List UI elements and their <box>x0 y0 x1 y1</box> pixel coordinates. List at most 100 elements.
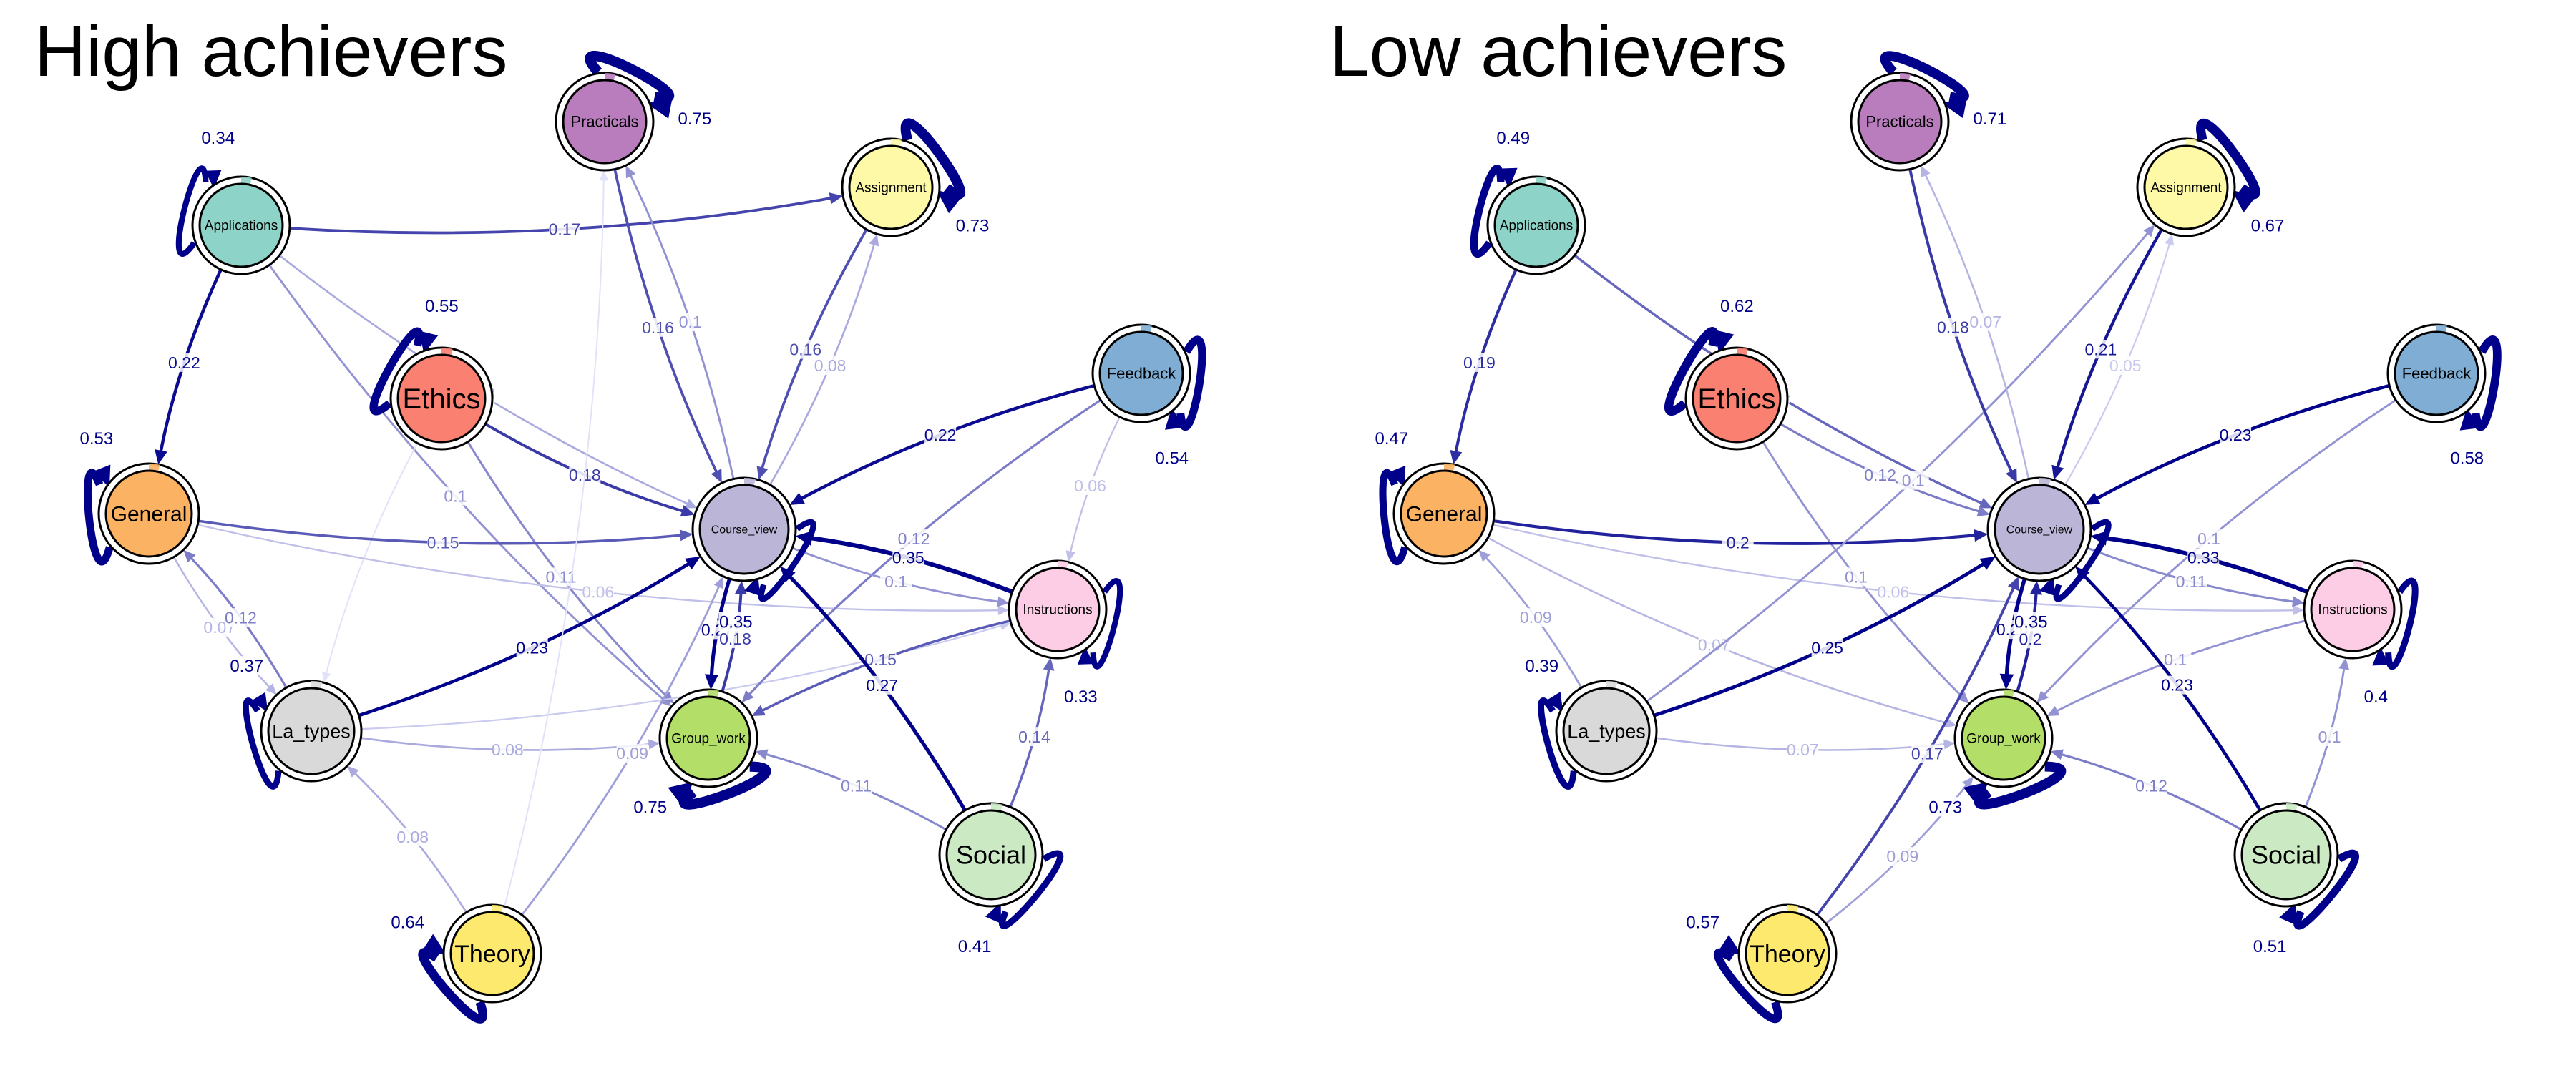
self-loop-arrow-Feedback <box>2459 407 2479 431</box>
edge-arrow-Applications-Assignment <box>829 192 844 205</box>
self-loop-La_types <box>243 697 282 790</box>
self-loop-label-General: 0.47 <box>1375 429 1409 449</box>
node-label-Assignment: Assignment <box>855 181 927 196</box>
node-circle-Ethics <box>396 353 487 444</box>
edge-label-background <box>2220 426 2252 445</box>
edge-arrow-La_types-Course_view <box>1979 556 1996 570</box>
edge-arrow-La_types-General <box>183 549 196 563</box>
self-loop-Ethics <box>369 327 424 416</box>
self-loop-label-background <box>1374 428 1409 448</box>
edge-label-background <box>1520 608 1552 627</box>
edge-label-background <box>1018 727 1050 747</box>
self-loop-arrow-La_types <box>1546 692 1563 712</box>
high-achievers-network: 0.170.220.080.10.180.110.150.070.060.120… <box>79 50 1206 1024</box>
edge-arrow-La_types-General <box>1478 549 1491 562</box>
node-circle-Feedback <box>2394 330 2479 416</box>
self-loop-label-background <box>1496 128 1531 148</box>
edge-arrow-Theory-Course_view <box>713 576 724 589</box>
self-loop-label-background <box>2358 686 2394 706</box>
self-loop-label-background <box>2250 215 2285 235</box>
edge-arrow-Social-Instructions <box>2338 657 2350 670</box>
node-label-La_types: La_types <box>1567 721 1646 743</box>
edge-arrow-Applications-Course_view <box>1979 497 1993 509</box>
edge-arrow-Course_view-Practicals <box>1921 165 1931 178</box>
edge-label-Social-Instructions: 0.1 <box>2318 727 2341 746</box>
node-circle-Instructions <box>1015 567 1101 652</box>
self-loop-Group_work <box>1974 761 2067 810</box>
self-loop-label-Applications: 0.49 <box>1496 129 1530 148</box>
edge-label-background <box>880 572 912 591</box>
node-Assignment: 0.67 Assignment <box>2136 118 2285 237</box>
edge-label-background <box>2175 572 2207 591</box>
node-La_types: 0.39 La_types <box>1524 656 1658 790</box>
edge-label-background <box>1463 353 1496 372</box>
self-loop-label-Theory: 0.64 <box>391 913 424 933</box>
edge-arrow-Ethics-Group_work <box>1957 692 1969 704</box>
self-loop-Course_view <box>2053 519 2112 602</box>
edge-label-Course_view-Practicals: 0.1 <box>679 313 702 331</box>
edge-label-background <box>719 629 751 649</box>
edge-label-background <box>549 220 580 239</box>
edge-label-Social-Instructions: 0.14 <box>1018 727 1050 746</box>
node-label-General: General <box>1406 503 1483 526</box>
node-circle-Course_view <box>1994 484 2085 575</box>
self-loop-label-background <box>1685 912 1720 932</box>
edge-label-Social-Course_view: 0.27 <box>866 676 898 695</box>
node-label-Assignment: Assignment <box>2150 181 2222 196</box>
edge-label-background <box>1722 533 1754 552</box>
self-loop-arrow-Instructions <box>1077 646 1094 665</box>
self-loop-label-Theory: 0.57 <box>1686 913 1719 933</box>
edge-label-background <box>396 828 429 846</box>
self-loop-label-General: 0.53 <box>80 429 114 449</box>
self-loop-label-background <box>1719 296 1755 315</box>
node-label-Theory: Theory <box>1750 941 1825 968</box>
node-label-General: General <box>111 503 187 526</box>
node-label-Theory: Theory <box>454 941 530 968</box>
edge-arrow-General-Instructions <box>2293 605 2305 616</box>
node-Theory: 0.57 Theory <box>1685 903 1838 1024</box>
edge-label-background <box>2160 650 2192 669</box>
edge-label-La_types-Group_work: 0.08 <box>492 740 524 759</box>
self-loop-label-Ethics: 0.55 <box>425 297 459 316</box>
edge-arrow-Course_view-Assignment <box>2165 234 2175 246</box>
edge-arrow-Practicals-Course_view <box>711 469 722 484</box>
edge-arrow-Theory-La_types <box>347 765 359 778</box>
node-label-Group_work: Group_work <box>1966 732 2041 747</box>
edge-label-background <box>427 533 459 552</box>
node-circle-Assignment <box>848 144 934 230</box>
edge-label-Theory-Course_view: 0.17 <box>1911 745 1943 763</box>
edge-arrow-Feedback-Group_work <box>2036 690 2049 703</box>
edge-label-Applications-Group_work: 0.1 <box>444 487 467 506</box>
edge-arrow-Social-Group_work <box>2050 749 2064 760</box>
nodes: 0.75 Practicals 0.73 Assignment 0.34 Applicat… <box>79 50 1206 1024</box>
self-loop-Assignment <box>900 118 966 200</box>
node-Theory: 0.64 Theory <box>390 903 542 1024</box>
node-General: 0.47 General <box>1374 428 1496 565</box>
edge-arrow-Ethics-Group_work <box>661 691 674 704</box>
edge-label-background <box>898 529 930 549</box>
self-loop-label-Feedback: 0.58 <box>2450 449 2484 469</box>
edge-arrow-Feedback-Group_work <box>741 690 754 703</box>
self-loop-label-Group_work: 0.73 <box>1928 798 1962 817</box>
edge-label-background <box>168 353 200 372</box>
edge-label-background <box>1787 740 1819 760</box>
node-label-Feedback: Feedback <box>1107 365 1177 383</box>
edge-label-background <box>642 318 674 337</box>
edge-label-La_types-Course_view: 0.25 <box>1811 639 1843 657</box>
self-loop-arrow-Social <box>2279 902 2296 926</box>
self-loop-La_types <box>1538 697 1577 790</box>
self-loop-label-background <box>1063 686 1098 706</box>
edge-label-background <box>2161 675 2193 695</box>
node-label-Course_view: Course_view <box>711 524 778 536</box>
node-circle-La_types <box>267 687 356 775</box>
edge-label-Theory-Group_work: 0.09 <box>1886 847 1918 866</box>
edge-label-background <box>2109 356 2142 375</box>
node-label-Applications: Applications <box>1500 219 1573 234</box>
edge-arrow-Course_view-Group_work <box>1999 673 2014 690</box>
edge-label-background <box>840 776 872 795</box>
edge-label-background <box>892 548 924 567</box>
self-loop-Group_work <box>678 761 771 810</box>
self-loop-label-Social: 0.41 <box>958 937 992 956</box>
node-label-Feedback: Feedback <box>2402 365 2472 383</box>
edge-label-Ethics-Course_view: 0.12 <box>1864 466 1896 484</box>
